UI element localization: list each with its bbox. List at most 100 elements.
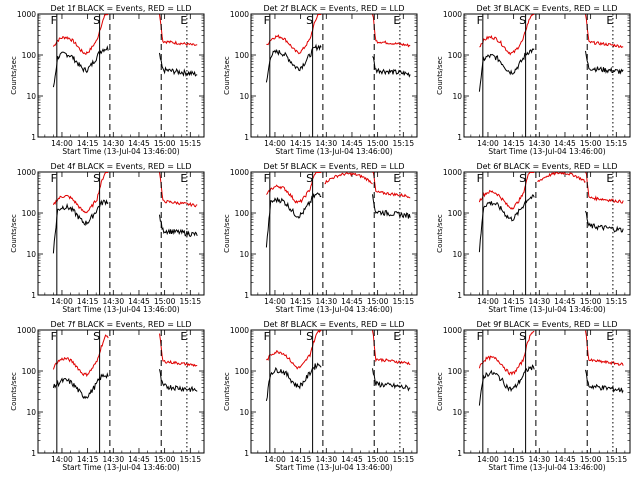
x-tick-label: 15:00 bbox=[367, 297, 389, 306]
marker-label-S: S bbox=[306, 330, 313, 343]
y-axis-label: Counts/sec bbox=[223, 214, 231, 253]
x-tick-label: 15:15 bbox=[179, 455, 201, 464]
lld-series-late bbox=[159, 333, 198, 367]
lld-series-early bbox=[52, 13, 109, 56]
marker-label-F: F bbox=[477, 330, 483, 343]
y-axis-label: Counts/sec bbox=[436, 56, 444, 95]
panel-title: Det 3f BLACK = Events, RED = LLD bbox=[476, 4, 617, 13]
marker-label-F: F bbox=[264, 14, 270, 27]
x-axis-label: Start Time (13-Jul-04 13:46:00) bbox=[488, 463, 605, 472]
x-tick-label: 14:15 bbox=[77, 297, 99, 306]
marker-label-E: E bbox=[606, 14, 613, 27]
lld-series-late bbox=[585, 14, 624, 49]
x-tick-label: 14:00 bbox=[477, 139, 499, 148]
y-axis-label: Counts/sec bbox=[10, 372, 18, 411]
x-tick-label: 15:15 bbox=[179, 139, 201, 148]
panel-title: Det 8f BLACK = Events, RED = LLD bbox=[263, 320, 404, 329]
y-tick-label: 1000 bbox=[443, 10, 462, 19]
x-tick-label: 14:30 bbox=[528, 139, 550, 148]
y-tick-label: 10 bbox=[239, 92, 249, 101]
lld-series-mid bbox=[537, 171, 586, 183]
x-axis-label: Start Time (13-Jul-04 13:46:00) bbox=[62, 305, 179, 314]
panel-title: Det 5f BLACK = Events, RED = LLD bbox=[263, 162, 404, 171]
lld-series-mid bbox=[324, 172, 373, 185]
x-tick-label: 14:00 bbox=[51, 297, 73, 306]
lld-series-late bbox=[585, 330, 624, 366]
y-tick-label: 100 bbox=[22, 367, 37, 376]
events-series-early bbox=[478, 194, 535, 253]
y-tick-label: 10 bbox=[452, 408, 462, 417]
y-tick-label: 100 bbox=[235, 51, 250, 60]
lld-series-early bbox=[478, 172, 535, 210]
x-tick-label: 15:15 bbox=[392, 139, 414, 148]
y-tick-label: 1000 bbox=[17, 168, 36, 177]
x-tick-label: 15:00 bbox=[367, 139, 389, 148]
events-series-early bbox=[52, 199, 109, 254]
x-tick-label: 14:45 bbox=[554, 139, 576, 148]
plot-frame bbox=[463, 13, 631, 138]
y-tick-label: 1 bbox=[31, 291, 36, 300]
y-tick-label: 10 bbox=[239, 250, 249, 259]
x-tick-label: 15:00 bbox=[580, 455, 602, 464]
marker-label-F: F bbox=[477, 14, 483, 27]
x-tick-label: 14:30 bbox=[528, 455, 550, 464]
y-tick-label: 100 bbox=[235, 367, 250, 376]
y-tick-label: 10 bbox=[26, 408, 36, 417]
y-tick-label: 1000 bbox=[230, 326, 249, 335]
y-axis-label: Counts/sec bbox=[223, 372, 231, 411]
y-tick-label: 1000 bbox=[230, 168, 249, 177]
y-tick-label: 100 bbox=[22, 209, 37, 218]
y-tick-label: 1000 bbox=[17, 326, 36, 335]
events-series-late bbox=[372, 56, 411, 78]
x-tick-label: 14:15 bbox=[503, 297, 525, 306]
lld-series-early bbox=[266, 329, 322, 370]
panel-det-3: Det 3f BLACK = Events, RED = LLD 1 10 100 10… bbox=[436, 4, 631, 156]
lld-series-late bbox=[159, 14, 198, 47]
y-tick-label: 10 bbox=[26, 250, 36, 259]
x-tick-label: 14:45 bbox=[341, 455, 363, 464]
marker-label-S: S bbox=[306, 172, 313, 185]
marker-label-S: S bbox=[519, 14, 526, 27]
panel-det-9: Det 9f BLACK = Events, RED = LLD 1 10 100 10… bbox=[436, 320, 631, 472]
y-axis-label: Counts/sec bbox=[436, 372, 444, 411]
lld-series-late bbox=[585, 172, 624, 204]
marker-label-S: S bbox=[519, 172, 526, 185]
y-axis-label: Counts/sec bbox=[10, 214, 18, 253]
x-axis-label: Start Time (13-Jul-04 13:46:00) bbox=[275, 305, 392, 314]
x-tick-label: 14:30 bbox=[102, 455, 124, 464]
y-tick-label: 10 bbox=[26, 92, 36, 101]
x-tick-label: 14:00 bbox=[264, 139, 286, 148]
events-series-early bbox=[265, 43, 322, 83]
marker-label-F: F bbox=[264, 330, 270, 343]
plot-frame bbox=[37, 329, 205, 454]
x-tick-label: 14:15 bbox=[503, 455, 525, 464]
x-tick-label: 14:00 bbox=[264, 297, 286, 306]
marker-label-F: F bbox=[51, 14, 57, 27]
panel-title: Det 1f BLACK = Events, RED = LLD bbox=[50, 4, 191, 13]
x-tick-label: 14:30 bbox=[315, 455, 337, 464]
plot-frame bbox=[37, 171, 205, 296]
panel-title: Det 7f BLACK = Events, RED = LLD bbox=[50, 320, 191, 329]
y-tick-label: 1 bbox=[457, 133, 462, 142]
panel-det-4: Det 4f BLACK = Events, RED = LLD 1 10 100 10… bbox=[10, 162, 205, 314]
lld-series-early bbox=[52, 334, 109, 378]
panel-title: Det 2f BLACK = Events, RED = LLD bbox=[263, 4, 404, 13]
panel-det-2: Det 2f BLACK = Events, RED = LLD 1 10 100 10… bbox=[223, 4, 418, 156]
y-tick-label: 1000 bbox=[17, 10, 36, 19]
x-tick-label: 15:00 bbox=[154, 455, 176, 464]
x-axis-label: Start Time (13-Jul-04 13:46:00) bbox=[275, 463, 392, 472]
x-axis-label: Start Time (13-Jul-04 13:46:00) bbox=[275, 147, 392, 156]
events-series-late bbox=[372, 368, 411, 392]
x-tick-label: 14:45 bbox=[554, 455, 576, 464]
y-tick-label: 100 bbox=[448, 367, 463, 376]
y-tick-label: 1 bbox=[457, 291, 462, 300]
y-tick-label: 1000 bbox=[443, 168, 462, 177]
x-tick-label: 14:45 bbox=[128, 139, 150, 148]
events-series-early bbox=[265, 192, 322, 248]
lld-series-early bbox=[478, 330, 535, 376]
x-tick-label: 15:15 bbox=[605, 455, 627, 464]
y-tick-label: 10 bbox=[452, 250, 462, 259]
y-tick-label: 10 bbox=[452, 92, 462, 101]
x-tick-label: 15:15 bbox=[605, 297, 627, 306]
